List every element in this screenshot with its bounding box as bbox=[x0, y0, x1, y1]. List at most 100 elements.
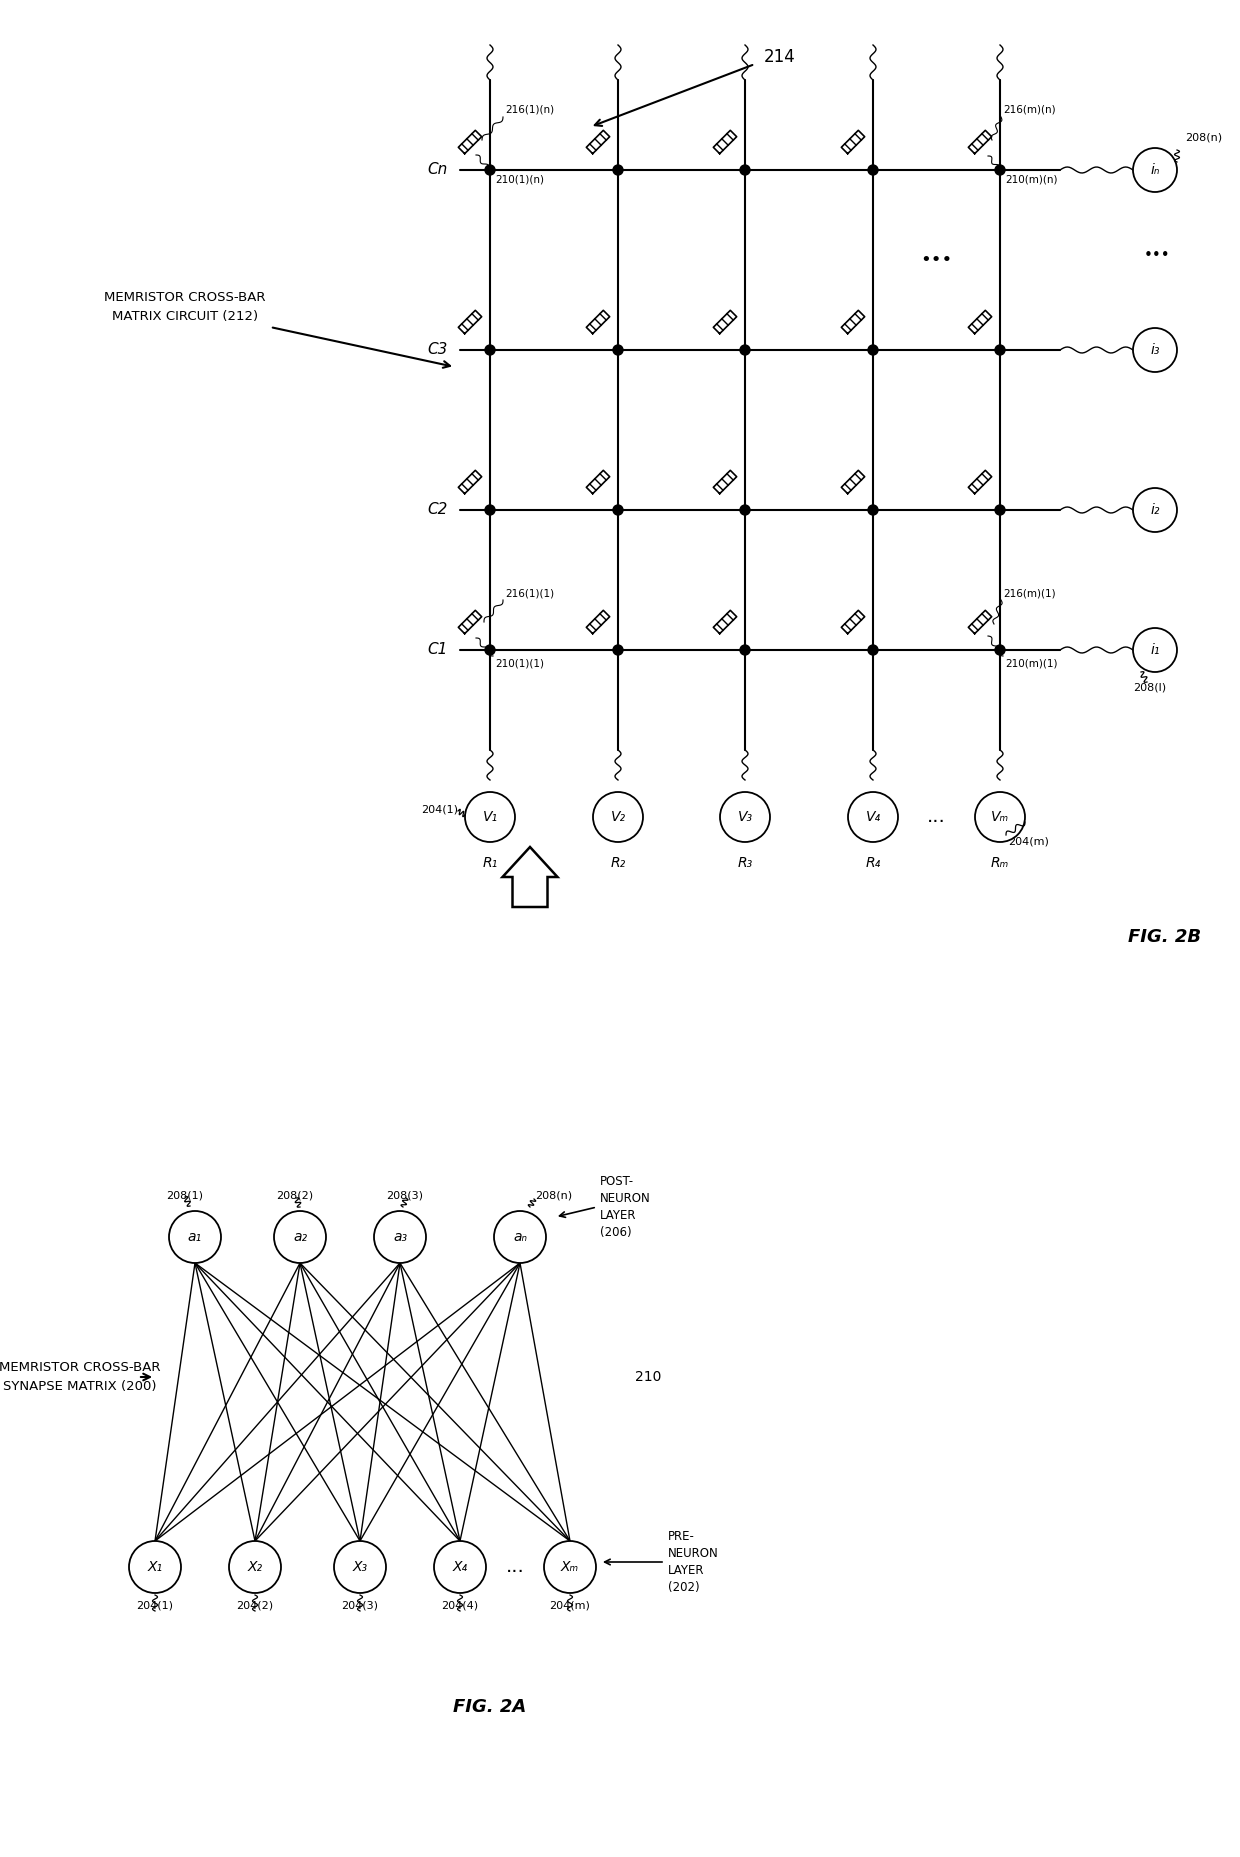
Circle shape bbox=[169, 1211, 221, 1263]
Circle shape bbox=[994, 644, 1004, 656]
Circle shape bbox=[129, 1541, 181, 1593]
Circle shape bbox=[994, 345, 1004, 355]
Text: 210(m)(1): 210(m)(1) bbox=[1004, 657, 1058, 669]
Text: V₂: V₂ bbox=[610, 810, 625, 825]
Text: X₁: X₁ bbox=[148, 1560, 162, 1575]
Text: 208(3): 208(3) bbox=[387, 1190, 424, 1201]
Text: 210(1)(1): 210(1)(1) bbox=[495, 657, 544, 669]
Circle shape bbox=[434, 1541, 486, 1593]
Text: PRE-
NEURON
LAYER
(202): PRE- NEURON LAYER (202) bbox=[668, 1530, 719, 1593]
Text: V₁: V₁ bbox=[482, 810, 497, 825]
Circle shape bbox=[274, 1211, 326, 1263]
Text: a₂: a₂ bbox=[293, 1229, 308, 1244]
Text: a₁: a₁ bbox=[188, 1229, 202, 1244]
Text: 210: 210 bbox=[635, 1370, 661, 1383]
Circle shape bbox=[465, 791, 515, 841]
Text: 204(3): 204(3) bbox=[341, 1601, 378, 1612]
Text: C2: C2 bbox=[428, 503, 448, 518]
Text: FIG. 2A: FIG. 2A bbox=[454, 1697, 527, 1716]
Text: 210(m)(n): 210(m)(n) bbox=[1004, 175, 1058, 186]
Text: 204(4): 204(4) bbox=[441, 1601, 479, 1612]
Circle shape bbox=[613, 644, 622, 656]
Text: ...: ... bbox=[506, 1558, 525, 1577]
Text: Xₘ: Xₘ bbox=[560, 1560, 579, 1575]
Text: 208(1): 208(1) bbox=[166, 1190, 203, 1201]
Circle shape bbox=[1133, 329, 1177, 371]
Text: i₁: i₁ bbox=[1151, 643, 1159, 657]
FancyArrow shape bbox=[502, 847, 558, 906]
Circle shape bbox=[994, 165, 1004, 175]
Circle shape bbox=[485, 505, 495, 514]
Text: 208(n): 208(n) bbox=[534, 1190, 572, 1201]
Text: FIG. 2B: FIG. 2B bbox=[1128, 928, 1202, 945]
Circle shape bbox=[740, 165, 750, 175]
Circle shape bbox=[485, 345, 495, 355]
Text: 216(1)(1): 216(1)(1) bbox=[505, 589, 554, 598]
Text: 204(m): 204(m) bbox=[1008, 838, 1049, 847]
Circle shape bbox=[740, 505, 750, 514]
Text: •••: ••• bbox=[1143, 247, 1171, 262]
Text: POST-
NEURON
LAYER
(206): POST- NEURON LAYER (206) bbox=[600, 1175, 651, 1239]
Circle shape bbox=[485, 644, 495, 656]
Circle shape bbox=[1133, 149, 1177, 191]
Text: Cn: Cn bbox=[428, 163, 448, 178]
Circle shape bbox=[613, 165, 622, 175]
Circle shape bbox=[374, 1211, 427, 1263]
Text: R₂: R₂ bbox=[610, 856, 626, 869]
Text: X₄: X₄ bbox=[453, 1560, 467, 1575]
Text: 216(1)(n): 216(1)(n) bbox=[505, 106, 554, 115]
Text: i₂: i₂ bbox=[1151, 503, 1159, 516]
Circle shape bbox=[740, 644, 750, 656]
Text: 216(m)(n): 216(m)(n) bbox=[1003, 106, 1055, 115]
Text: 214: 214 bbox=[764, 48, 796, 67]
Text: i₃: i₃ bbox=[1151, 344, 1159, 357]
Circle shape bbox=[740, 345, 750, 355]
Circle shape bbox=[868, 644, 878, 656]
Text: 204(1): 204(1) bbox=[422, 804, 458, 813]
Text: ...: ... bbox=[506, 1227, 525, 1246]
Circle shape bbox=[613, 345, 622, 355]
Text: C3: C3 bbox=[428, 342, 448, 358]
Text: R₃: R₃ bbox=[738, 856, 753, 869]
Text: 208(n): 208(n) bbox=[1185, 132, 1223, 141]
Circle shape bbox=[1133, 628, 1177, 672]
Text: aₙ: aₙ bbox=[513, 1229, 527, 1244]
Circle shape bbox=[994, 505, 1004, 514]
Text: ...: ... bbox=[928, 808, 946, 826]
Text: •••: ••• bbox=[920, 251, 952, 269]
Text: R₁: R₁ bbox=[482, 856, 497, 869]
Text: MEMRISTOR CROSS-BAR
MATRIX CIRCUIT (212): MEMRISTOR CROSS-BAR MATRIX CIRCUIT (212) bbox=[104, 292, 265, 323]
Text: 204(m): 204(m) bbox=[549, 1601, 590, 1612]
Text: Rₘ: Rₘ bbox=[991, 856, 1009, 869]
Circle shape bbox=[868, 345, 878, 355]
Text: iₙ: iₙ bbox=[1151, 163, 1159, 176]
Text: Vₘ: Vₘ bbox=[991, 810, 1009, 825]
Text: V₃: V₃ bbox=[738, 810, 753, 825]
Text: X₃: X₃ bbox=[352, 1560, 367, 1575]
Circle shape bbox=[334, 1541, 386, 1593]
Circle shape bbox=[868, 505, 878, 514]
Text: V₄: V₄ bbox=[866, 810, 880, 825]
Circle shape bbox=[544, 1541, 596, 1593]
Circle shape bbox=[613, 505, 622, 514]
Circle shape bbox=[494, 1211, 546, 1263]
Circle shape bbox=[485, 165, 495, 175]
Text: 204(2): 204(2) bbox=[237, 1601, 274, 1612]
Text: C1: C1 bbox=[428, 643, 448, 657]
Text: 204(1): 204(1) bbox=[136, 1601, 174, 1612]
Text: 208(l): 208(l) bbox=[1133, 682, 1167, 693]
Text: X₂: X₂ bbox=[248, 1560, 263, 1575]
Text: 208(2): 208(2) bbox=[277, 1190, 314, 1201]
Circle shape bbox=[1133, 488, 1177, 531]
Circle shape bbox=[720, 791, 770, 841]
Text: R₄: R₄ bbox=[866, 856, 880, 869]
Circle shape bbox=[229, 1541, 281, 1593]
Circle shape bbox=[868, 165, 878, 175]
Text: 216(m)(1): 216(m)(1) bbox=[1003, 589, 1055, 598]
Text: 210(1)(n): 210(1)(n) bbox=[495, 175, 544, 186]
Circle shape bbox=[975, 791, 1025, 841]
Circle shape bbox=[848, 791, 898, 841]
Text: a₃: a₃ bbox=[393, 1229, 407, 1244]
Text: MEMRISTOR CROSS-BAR
SYNAPSE MATRIX (200): MEMRISTOR CROSS-BAR SYNAPSE MATRIX (200) bbox=[0, 1361, 161, 1393]
Circle shape bbox=[593, 791, 644, 841]
